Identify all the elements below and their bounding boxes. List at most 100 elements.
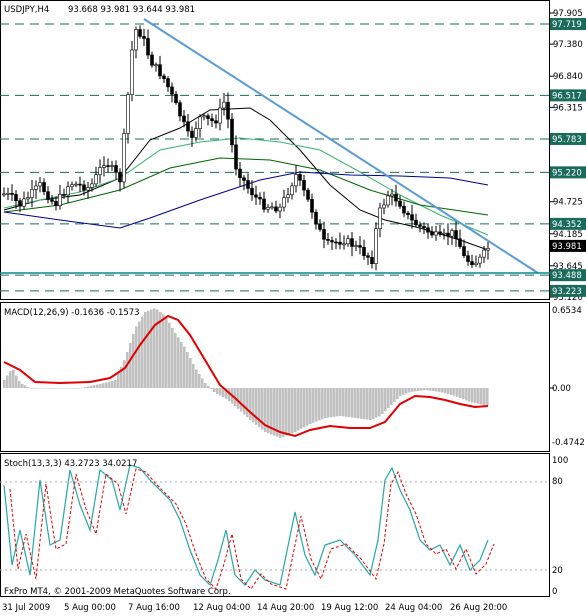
candle-body: [262, 198, 266, 210]
macd-histogram-bar: [354, 388, 357, 418]
price-level-badge: [550, 217, 586, 230]
macd-histogram-bar: [252, 388, 255, 423]
ma-mid-line: [3, 137, 489, 236]
candle-body: [118, 172, 122, 183]
candle-body: [302, 179, 306, 191]
price-tick-label: 93.645: [553, 262, 583, 272]
candle-body: [58, 194, 62, 207]
macd-histogram-bar: [315, 388, 318, 422]
price-level-badge: [550, 166, 586, 179]
macd-histogram-bar: [27, 387, 30, 388]
macd-histogram-bar: [90, 385, 93, 388]
candle-body: [162, 75, 166, 79]
macd-histogram-bar: [213, 388, 216, 392]
macd-histogram-bar: [303, 388, 306, 428]
macd-histogram-bar: [468, 388, 471, 402]
price-level-badge: [550, 132, 586, 145]
macd-histogram-bar: [228, 388, 231, 402]
macd-histogram-bar: [21, 384, 24, 388]
candle-body: [358, 245, 362, 248]
time-label-1: 5 Aug 00:00: [64, 603, 116, 613]
macd-histogram-bar: [141, 316, 144, 388]
macd-histogram-bar: [282, 388, 285, 437]
macd-histogram-bar: [255, 388, 258, 425]
candle-body: [210, 118, 214, 122]
price-tick-label: 97.905: [553, 9, 583, 19]
candle-body: [418, 224, 422, 227]
macd-histogram-bar: [423, 388, 426, 391]
macd-histogram-bar: [453, 388, 456, 396]
candle-body: [46, 191, 50, 200]
macd-histogram-bar: [192, 364, 195, 388]
macd-histogram-bar: [33, 388, 36, 389]
candle-body: [310, 199, 314, 213]
candle-body: [186, 121, 190, 132]
macd-histogram-bar: [15, 375, 18, 388]
macd-tick-min: -0.4742: [552, 438, 585, 448]
candle-body: [74, 183, 78, 186]
macd-histogram-bar: [333, 388, 336, 417]
candle-body: [446, 232, 450, 237]
macd-histogram-bar: [477, 388, 480, 404]
price-axis: 97.90597.38096.84096.31595.79095.25094.7…: [550, 9, 583, 303]
macd-histogram-bar: [243, 388, 246, 415]
macd-histogram-bar: [69, 388, 72, 389]
candle-body: [222, 101, 226, 109]
candle-body: [142, 36, 146, 39]
current-price-badge: [550, 239, 586, 252]
macd-histogram-bar: [18, 381, 21, 388]
candle-body: [110, 165, 114, 167]
macd-histogram-bar: [39, 388, 42, 389]
macd-histogram-bar: [174, 333, 177, 388]
downtrend-line[interactable]: [143, 18, 539, 274]
macd-histogram-bar: [447, 388, 450, 395]
price-level-label: 95.220: [552, 168, 582, 178]
candle-body: [270, 206, 274, 209]
candle-body: [122, 133, 126, 183]
macd-histogram-bar: [375, 388, 378, 418]
candle-body: [442, 232, 446, 235]
price-level-label: 96.517: [552, 91, 582, 101]
candle-body: [218, 107, 222, 124]
macd-histogram-bar: [342, 388, 345, 417]
candle-body: [330, 240, 334, 243]
macd-histogram-bar: [237, 388, 240, 409]
macd-histogram-bar: [426, 388, 429, 391]
macd-histogram-bar: [159, 312, 162, 388]
candle-body: [166, 78, 170, 88]
stoch-tick-100: 100: [552, 456, 568, 466]
macd-histogram-bar: [117, 373, 120, 388]
ma-fast-line: [3, 107, 489, 251]
candle-body: [182, 115, 186, 123]
macd-histogram-bar: [24, 385, 27, 388]
time-axis: 31 Jul 2009 5 Aug 00:00 7 Aug 16:00 12 A…: [2, 603, 507, 613]
macd-tick-zero: 0.00: [552, 384, 571, 394]
macd-histogram-bar: [405, 388, 408, 394]
macd-histogram-bar: [309, 388, 312, 424]
candle-body: [94, 174, 98, 185]
macd-histogram-bar: [147, 310, 150, 388]
macd-histogram-bar: [399, 388, 402, 396]
candle-body: [106, 165, 110, 167]
candle-body: [410, 214, 414, 221]
candle-body: [482, 249, 486, 258]
price-tick-label: 94.725: [553, 198, 583, 208]
candle-body: [382, 204, 386, 209]
candle-body: [246, 180, 250, 189]
macd-histogram-bar: [93, 385, 96, 388]
price-level-label: 95.783: [552, 135, 582, 145]
candle-body: [430, 231, 434, 236]
candle-body: [314, 211, 318, 225]
macd-histogram-bar: [465, 388, 468, 401]
main-chart-frame: [0, 0, 550, 300]
macd-histogram-bar: [294, 388, 297, 432]
macd-histogram-bar: [45, 388, 48, 389]
stoch-tick-80: 80: [552, 477, 563, 487]
macd-histogram-bar: [75, 388, 78, 389]
candle-body: [26, 197, 30, 200]
macd-histogram-bar: [186, 352, 189, 388]
macd-histogram-bar: [402, 388, 405, 395]
candle-body: [170, 86, 174, 95]
candle-body: [18, 200, 22, 207]
